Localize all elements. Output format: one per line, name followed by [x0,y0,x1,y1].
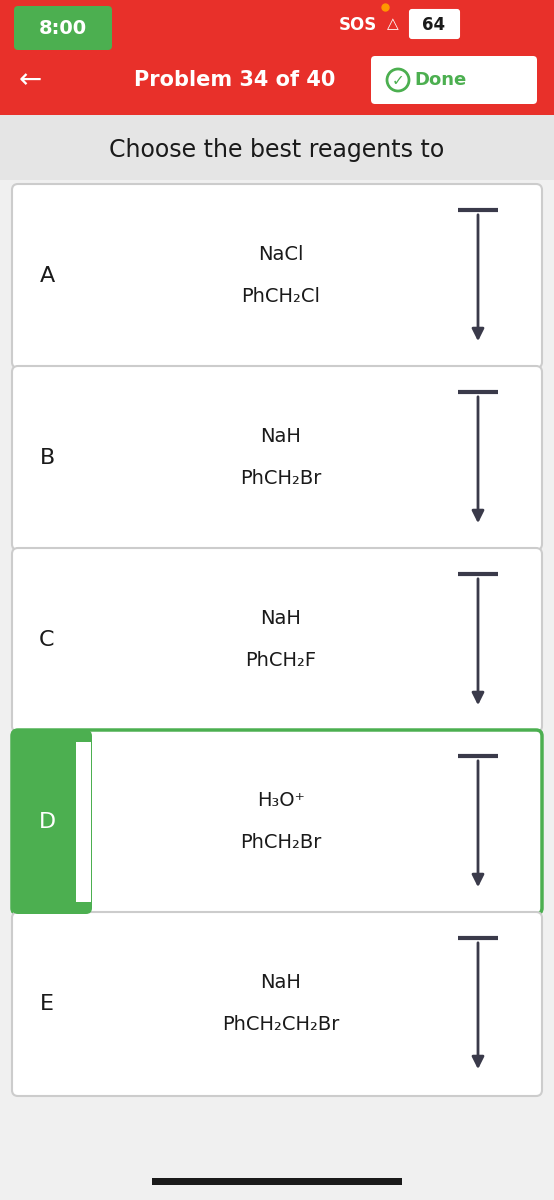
Text: SOS: SOS [339,16,377,34]
Text: D: D [38,812,55,832]
Text: PhCH₂Br: PhCH₂Br [240,833,322,852]
Text: H₃O⁺: H₃O⁺ [257,791,305,810]
FancyBboxPatch shape [12,548,542,732]
FancyBboxPatch shape [12,730,92,914]
FancyBboxPatch shape [12,912,542,1096]
Text: A: A [39,266,55,286]
Text: E: E [40,994,54,1014]
Text: C: C [39,630,55,650]
Text: PhCH₂CH₂Br: PhCH₂CH₂Br [222,1014,340,1033]
Text: Choose the best reagents to: Choose the best reagents to [109,138,445,162]
Text: B: B [39,448,55,468]
Text: Done: Done [414,71,466,89]
Text: ✓: ✓ [392,73,404,89]
Text: 64: 64 [423,16,445,34]
FancyBboxPatch shape [12,366,542,550]
Text: △: △ [387,17,399,31]
FancyBboxPatch shape [371,56,537,104]
FancyBboxPatch shape [12,184,542,368]
Text: NaH: NaH [260,608,301,628]
FancyBboxPatch shape [0,115,554,180]
FancyBboxPatch shape [14,6,112,50]
Bar [76,742,91,902]
Text: PhCH₂Cl: PhCH₂Cl [242,287,321,306]
Text: NaH: NaH [260,426,301,445]
Text: NaCl: NaCl [258,245,304,264]
Bar [152,1178,402,1186]
Text: 8:00: 8:00 [39,19,87,38]
Text: ←: ← [18,66,42,94]
Text: NaH: NaH [260,972,301,991]
Text: PhCH₂F: PhCH₂F [245,650,316,670]
Text: PhCH₂Br: PhCH₂Br [240,468,322,487]
FancyBboxPatch shape [410,10,459,38]
FancyBboxPatch shape [0,0,554,115]
Text: Problem 34 of 40: Problem 34 of 40 [134,70,336,90]
FancyBboxPatch shape [12,730,542,914]
